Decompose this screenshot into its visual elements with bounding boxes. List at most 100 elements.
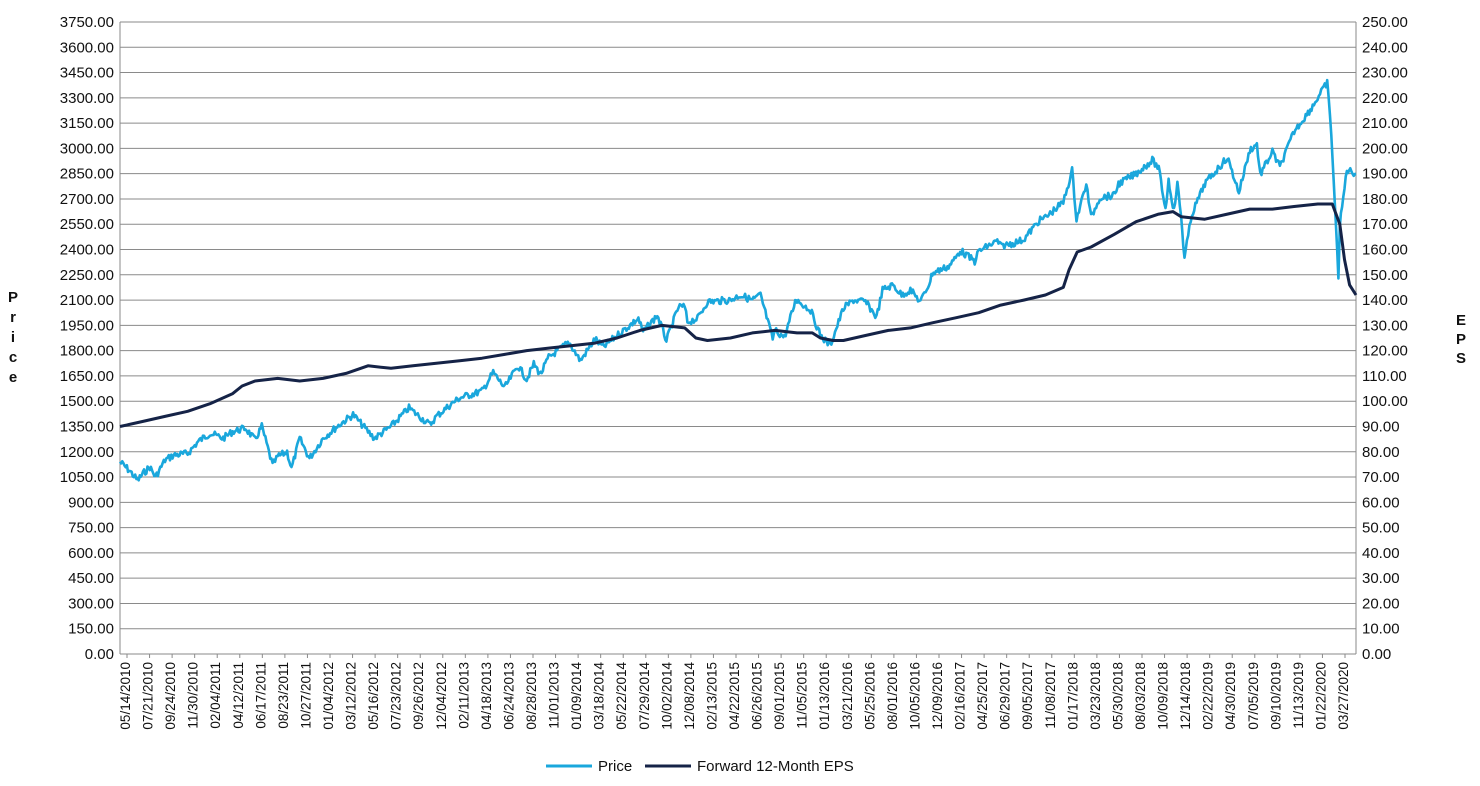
x-tick-label: 06/26/2015 <box>750 662 765 730</box>
x-tick-label: 01/04/2012 <box>321 662 336 730</box>
left-y-tick-label: 450.00 <box>68 570 114 587</box>
left-axis-label-letter: e <box>9 369 17 386</box>
x-tick-label: 10/27/2011 <box>298 662 313 729</box>
left-y-tick-label: 2400.00 <box>60 242 114 259</box>
x-tick-label: 11/01/2013 <box>547 662 562 729</box>
x-tick-label: 07/05/2019 <box>1246 662 1261 730</box>
right-y-tick-label: 250.00 <box>1362 14 1408 31</box>
right-y-tick-label: 110.00 <box>1362 368 1407 385</box>
right-axis-label-letter: P <box>1456 331 1466 348</box>
right-y-tick-label: 170.00 <box>1362 216 1408 233</box>
x-tick-label: 12/04/2012 <box>434 662 449 730</box>
right-y-tick-label: 80.00 <box>1362 444 1400 461</box>
right-y-tick-label: 150.00 <box>1362 267 1408 284</box>
left-y-tick-label: 750.00 <box>68 520 114 537</box>
left-y-tick-label: 1800.00 <box>60 343 114 360</box>
x-tick-label: 06/24/2013 <box>501 662 516 730</box>
right-y-tick-label: 240.00 <box>1362 39 1408 56</box>
legend-eps-label: Forward 12-Month EPS <box>697 758 854 775</box>
x-tick-label: 07/21/2010 <box>141 662 156 730</box>
x-tick-label: 02/13/2015 <box>704 662 719 730</box>
x-axis-ticks: 05/14/2010 07/21/2010 09/24/2010 11/30/2010… <box>118 654 1351 730</box>
right-y-tick-label: 60.00 <box>1362 494 1400 511</box>
left-y-tick-label: 1650.00 <box>60 368 114 385</box>
x-tick-label: 11/05/2015 <box>795 662 810 729</box>
x-tick-label: 03/27/2020 <box>1336 662 1351 730</box>
right-y-tick-label: 200.00 <box>1362 140 1408 157</box>
left-axis-label-letter: c <box>9 349 17 366</box>
left-axis-label-letter: r <box>10 309 16 326</box>
right-y-tick-label: 210.00 <box>1362 115 1408 132</box>
right-y-tick-label: 30.00 <box>1362 570 1400 587</box>
right-y-tick-label: 180.00 <box>1362 191 1408 208</box>
x-tick-label: 12/14/2018 <box>1178 662 1193 730</box>
x-tick-label: 05/14/2010 <box>118 662 133 730</box>
x-tick-label: 11/08/2017 <box>1043 662 1058 729</box>
x-tick-label: 10/05/2016 <box>907 662 922 730</box>
left-y-tick-label: 900.00 <box>68 494 114 511</box>
x-tick-label: 05/25/2016 <box>862 662 877 730</box>
left-y-tick-label: 0.00 <box>85 646 114 663</box>
x-tick-label: 03/23/2018 <box>1088 662 1103 730</box>
right-y-tick-label: 220.00 <box>1362 90 1408 107</box>
x-tick-label: 10/09/2018 <box>1156 662 1171 730</box>
left-y-tick-label: 2550.00 <box>60 216 114 233</box>
x-tick-label: 09/24/2010 <box>163 662 178 730</box>
eps-series-line <box>119 202 1358 428</box>
x-tick-label: 12/09/2016 <box>930 662 945 730</box>
right-y-tick-label: 20.00 <box>1362 595 1400 612</box>
x-tick-label: 04/22/2015 <box>727 662 742 730</box>
x-tick-label: 07/29/2014 <box>637 662 652 730</box>
left-y-tick-label: 600.00 <box>68 545 114 562</box>
left-y-tick-label: 1350.00 <box>60 418 114 435</box>
x-tick-label: 04/30/2019 <box>1223 662 1238 730</box>
left-y-tick-label: 3450.00 <box>60 65 114 82</box>
x-tick-label: 01/09/2014 <box>569 662 584 730</box>
right-y-axis-ticks: 0.00 10.00 20.00 30.00 40.00 50.00 60.00 70.00 8… <box>1362 14 1408 663</box>
right-y-tick-label: 160.00 <box>1362 242 1408 259</box>
x-tick-label: 02/16/2017 <box>953 662 968 730</box>
right-y-tick-label: 70.00 <box>1362 469 1400 486</box>
right-axis-label-letter: S <box>1456 350 1466 367</box>
left-y-tick-label: 3750.00 <box>60 14 114 31</box>
x-tick-label: 12/08/2014 <box>682 662 697 730</box>
x-tick-label: 02/04/2011 <box>208 662 223 729</box>
gridlines <box>119 21 1357 655</box>
right-axis-label: EPS <box>1456 312 1466 367</box>
x-tick-label: 05/16/2012 <box>366 662 381 730</box>
x-tick-label: 04/12/2011 <box>231 662 246 729</box>
left-y-tick-label: 3300.00 <box>60 90 114 107</box>
x-tick-label: 03/21/2016 <box>840 662 855 730</box>
right-y-tick-label: 40.00 <box>1362 545 1400 562</box>
left-y-tick-label: 3600.00 <box>60 39 114 56</box>
right-y-tick-label: 140.00 <box>1362 292 1408 309</box>
left-y-tick-label: 2700.00 <box>60 191 114 208</box>
left-y-tick-label: 1200.00 <box>60 444 114 461</box>
series-lines <box>118 78 1358 482</box>
right-y-tick-label: 230.00 <box>1362 65 1408 82</box>
x-tick-label: 08/01/2016 <box>885 662 900 730</box>
x-tick-label: 11/13/2019 <box>1291 662 1306 729</box>
x-tick-label: 08/23/2011 <box>276 662 291 729</box>
right-y-tick-label: 130.00 <box>1362 317 1408 334</box>
right-y-tick-label: 10.00 <box>1362 621 1400 638</box>
left-y-tick-label: 1950.00 <box>60 317 114 334</box>
left-axis-label: Price <box>8 289 18 386</box>
price-series-line <box>118 78 1357 482</box>
left-y-tick-label: 3000.00 <box>60 140 114 157</box>
left-y-axis-ticks: 0.00 150.00 300.00 450.00 600.00 750.00 900.00… <box>60 14 114 663</box>
x-tick-label: 01/13/2016 <box>817 662 832 730</box>
right-y-tick-label: 100.00 <box>1362 393 1408 410</box>
x-tick-label: 09/01/2015 <box>772 662 787 730</box>
x-tick-label: 09/10/2019 <box>1268 662 1283 730</box>
x-tick-label: 08/28/2013 <box>524 662 539 730</box>
left-y-tick-label: 2850.00 <box>60 166 114 183</box>
right-y-tick-label: 90.00 <box>1362 418 1400 435</box>
left-y-tick-label: 300.00 <box>68 595 114 612</box>
right-axis-label-letter: E <box>1456 312 1466 329</box>
right-y-tick-label: 190.00 <box>1362 166 1408 183</box>
x-tick-label: 01/22/2020 <box>1313 662 1328 730</box>
left-y-tick-label: 2100.00 <box>60 292 114 309</box>
x-tick-label: 06/29/2017 <box>998 662 1013 730</box>
